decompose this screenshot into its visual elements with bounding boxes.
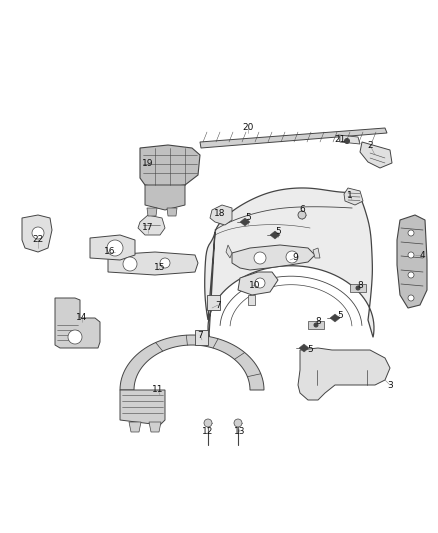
Text: 17: 17 xyxy=(142,223,154,232)
Polygon shape xyxy=(167,208,177,216)
Polygon shape xyxy=(145,185,185,210)
Polygon shape xyxy=(350,284,366,292)
Polygon shape xyxy=(397,215,427,308)
Text: 5: 5 xyxy=(245,214,251,222)
Text: 16: 16 xyxy=(104,247,116,256)
Polygon shape xyxy=(238,272,278,295)
Circle shape xyxy=(107,240,123,256)
Polygon shape xyxy=(360,142,392,168)
Text: 3: 3 xyxy=(387,381,393,390)
Text: 19: 19 xyxy=(142,158,154,167)
Polygon shape xyxy=(207,295,220,310)
Polygon shape xyxy=(140,145,200,188)
Text: 22: 22 xyxy=(32,236,44,245)
Text: 15: 15 xyxy=(154,263,166,272)
Polygon shape xyxy=(205,188,374,337)
Polygon shape xyxy=(129,422,141,432)
Polygon shape xyxy=(232,245,315,270)
Polygon shape xyxy=(195,330,208,345)
Text: 5: 5 xyxy=(337,311,343,319)
Polygon shape xyxy=(344,188,363,205)
Text: 8: 8 xyxy=(315,318,321,327)
Polygon shape xyxy=(338,135,360,144)
Polygon shape xyxy=(248,295,255,305)
Polygon shape xyxy=(313,248,320,258)
Polygon shape xyxy=(120,390,165,425)
Polygon shape xyxy=(55,298,100,348)
Text: 18: 18 xyxy=(214,208,226,217)
Text: 9: 9 xyxy=(292,254,298,262)
Circle shape xyxy=(286,251,298,263)
Text: 2: 2 xyxy=(367,141,373,149)
Polygon shape xyxy=(330,314,340,322)
Text: 4: 4 xyxy=(419,251,425,260)
Text: 13: 13 xyxy=(234,427,246,437)
Circle shape xyxy=(408,295,414,301)
Polygon shape xyxy=(22,215,52,252)
Polygon shape xyxy=(120,335,264,390)
Circle shape xyxy=(160,258,170,268)
Polygon shape xyxy=(308,321,324,329)
Polygon shape xyxy=(226,245,232,258)
Text: 21: 21 xyxy=(334,135,346,144)
Polygon shape xyxy=(299,344,309,352)
Circle shape xyxy=(356,286,360,290)
Text: 8: 8 xyxy=(357,280,363,289)
Polygon shape xyxy=(200,128,387,148)
Text: 1: 1 xyxy=(347,190,353,199)
Circle shape xyxy=(408,252,414,258)
Text: 7: 7 xyxy=(197,330,203,340)
Circle shape xyxy=(345,139,350,143)
Circle shape xyxy=(408,272,414,278)
Text: 5: 5 xyxy=(307,345,313,354)
Circle shape xyxy=(32,227,44,239)
Circle shape xyxy=(234,419,242,427)
Text: 12: 12 xyxy=(202,427,214,437)
Text: 20: 20 xyxy=(242,124,254,133)
Polygon shape xyxy=(149,422,161,432)
Text: 7: 7 xyxy=(215,301,221,310)
Polygon shape xyxy=(298,348,390,400)
Text: 11: 11 xyxy=(152,385,164,394)
Circle shape xyxy=(204,419,212,427)
Text: 14: 14 xyxy=(76,313,88,322)
Circle shape xyxy=(254,252,266,264)
Polygon shape xyxy=(210,205,232,225)
Circle shape xyxy=(123,257,137,271)
Circle shape xyxy=(408,230,414,236)
Text: 10: 10 xyxy=(249,280,261,289)
Polygon shape xyxy=(108,252,198,275)
Polygon shape xyxy=(138,215,165,235)
Polygon shape xyxy=(240,218,250,226)
Polygon shape xyxy=(270,231,280,239)
Polygon shape xyxy=(147,208,157,216)
Text: 5: 5 xyxy=(275,228,281,237)
Circle shape xyxy=(298,211,306,219)
Circle shape xyxy=(68,330,82,344)
Polygon shape xyxy=(90,235,135,260)
Circle shape xyxy=(314,323,318,327)
Circle shape xyxy=(255,278,265,288)
Text: 6: 6 xyxy=(299,206,305,214)
